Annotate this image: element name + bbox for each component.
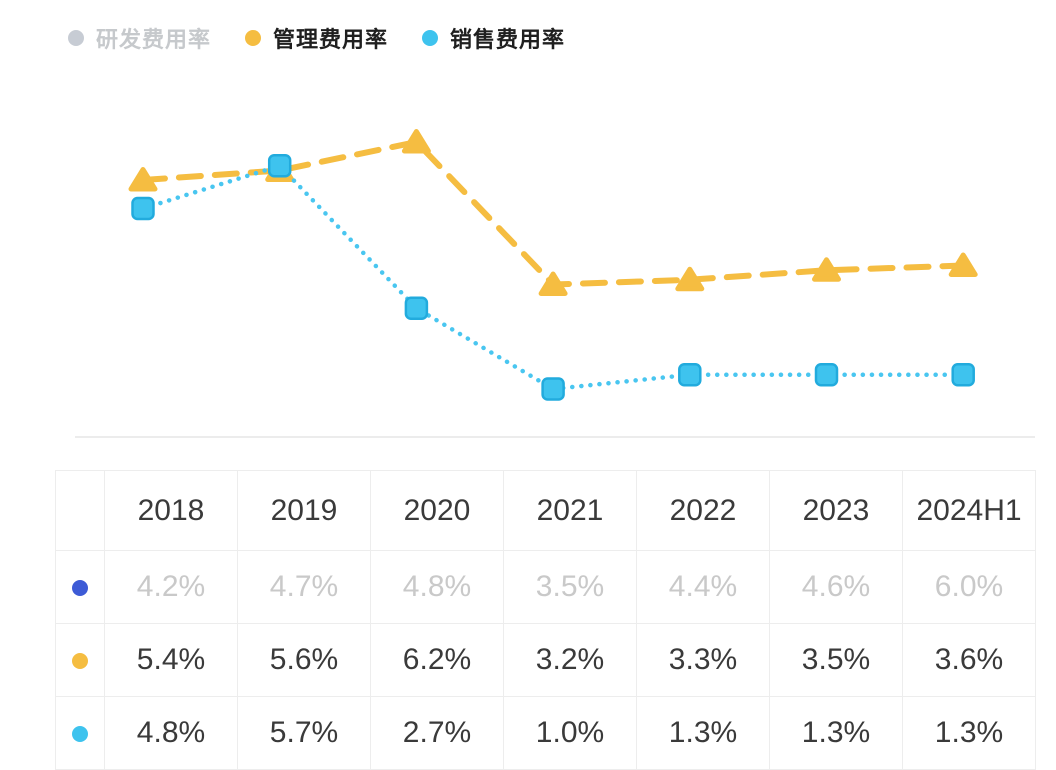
- legend-item-admin-expense-ratio[interactable]: 管理费用率: [245, 22, 388, 54]
- legend-swatch-selling-expense-ratio: [422, 30, 439, 46]
- cell-rd-expense-ratio-2024H1: 6.0%: [902, 550, 1036, 624]
- cell-admin-expense-ratio-2022: 3.3%: [636, 623, 770, 697]
- data-point-admin-expense-ratio-2021[interactable]: [538, 271, 568, 296]
- cell-rd-expense-ratio-2022: 4.4%: [636, 550, 770, 624]
- cell-admin-expense-ratio-2021: 3.2%: [503, 623, 637, 697]
- legend-label: 管理费用率: [273, 27, 389, 52]
- table-header-2022: 2022: [636, 470, 770, 551]
- legend-label: 销售费用率: [450, 27, 566, 52]
- expense-table: 2018 2019 2020 2021 2022 2023 2024H1 4.2% 4.7% 4…: [55, 470, 1036, 770]
- chart-legend: 研发费用率 管理费用率 销售费用率: [68, 22, 565, 54]
- legend-label: 研发费用率: [96, 27, 212, 52]
- cell-selling-expense-ratio-2018: 4.8%: [104, 696, 238, 770]
- cell-rd-expense-ratio-2023: 4.6%: [769, 550, 903, 624]
- table-row-rd-expense-ratio: 4.2% 4.7% 4.8% 3.5% 4.4% 4.6% 6.0%: [55, 550, 1036, 624]
- cell-selling-expense-ratio-2019: 5.7%: [237, 696, 371, 770]
- data-point-selling-expense-ratio-2023[interactable]: [814, 363, 839, 387]
- data-point-admin-expense-ratio-2022[interactable]: [675, 266, 705, 292]
- cell-selling-expense-ratio-2021: 1.0%: [503, 696, 637, 770]
- table-header-2024H1: 2024H1: [902, 470, 1036, 551]
- data-point-selling-expense-ratio-2021[interactable]: [541, 377, 565, 401]
- table-header-2023: 2023: [769, 470, 903, 551]
- marker-cell: [55, 550, 105, 624]
- table-row-selling-expense-ratio: 4.8% 5.7% 2.7% 1.0% 1.3% 1.3% 1.3%: [55, 696, 1036, 770]
- data-point-selling-expense-ratio-2020[interactable]: [404, 296, 429, 320]
- marker-cell: [55, 623, 105, 697]
- table-header-2018: 2018: [104, 470, 238, 551]
- table-row-admin-expense-ratio: 5.4% 5.6% 6.2% 3.2% 3.3% 3.5% 3.6%: [55, 623, 1036, 697]
- series-dot-admin-expense-ratio: [72, 653, 88, 670]
- legend-swatch-admin-expense-ratio: [245, 30, 262, 46]
- marker-cell: [55, 696, 105, 770]
- cell-selling-expense-ratio-2020: 2.7%: [370, 696, 504, 770]
- table-corner-cell: [55, 470, 105, 551]
- data-point-admin-expense-ratio-2024H1[interactable]: [948, 252, 978, 277]
- expense-table-wrap: 2018 2019 2020 2021 2022 2023 2024H1 4.2% 4.7% 4…: [55, 470, 1036, 770]
- table-header-2021: 2021: [503, 470, 637, 551]
- cell-selling-expense-ratio-2022: 1.3%: [636, 696, 770, 770]
- data-point-selling-expense-ratio-2024H1[interactable]: [951, 363, 975, 387]
- table-header-2019: 2019: [237, 470, 371, 551]
- data-point-selling-expense-ratio-2022[interactable]: [678, 363, 702, 387]
- data-point-selling-expense-ratio-2019[interactable]: [267, 154, 292, 178]
- legend-item-selling-expense-ratio[interactable]: 销售费用率: [422, 22, 565, 54]
- data-point-admin-expense-ratio-2020[interactable]: [401, 129, 431, 154]
- legend-swatch-rd-expense-ratio: [68, 30, 84, 46]
- cell-selling-expense-ratio-2023: 1.3%: [769, 696, 903, 770]
- cell-admin-expense-ratio-2024H1: 3.6%: [902, 623, 1036, 697]
- cell-admin-expense-ratio-2018: 5.4%: [104, 623, 238, 697]
- series-line-admin-expense-ratio: [140, 139, 967, 288]
- cell-admin-expense-ratio-2019: 5.6%: [237, 623, 371, 697]
- cell-selling-expense-ratio-2024H1: 1.3%: [902, 696, 1036, 770]
- cell-rd-expense-ratio-2018: 4.2%: [104, 550, 238, 624]
- data-point-selling-expense-ratio-2018[interactable]: [131, 196, 155, 221]
- cell-rd-expense-ratio-2021: 3.5%: [503, 550, 637, 624]
- cell-admin-expense-ratio-2020: 6.2%: [370, 623, 504, 697]
- table-body: 4.2% 4.7% 4.8% 3.5% 4.4% 4.6% 6.0% 5.4% 5.6% 6.2%…: [55, 550, 1036, 770]
- data-point-admin-expense-ratio-2023[interactable]: [812, 257, 841, 282]
- cell-rd-expense-ratio-2020: 4.8%: [370, 550, 504, 624]
- table-header: 2018 2019 2020 2021 2022 2023 2024H1: [55, 470, 1036, 551]
- legend-item-rd-expense-ratio[interactable]: 研发费用率: [68, 22, 211, 54]
- table-header-2020: 2020: [370, 470, 504, 551]
- table-header-row: 2018 2019 2020 2021 2022 2023 2024H1: [55, 470, 1036, 551]
- data-point-admin-expense-ratio-2018[interactable]: [128, 167, 158, 192]
- series-dot-selling-expense-ratio: [72, 726, 88, 743]
- expense-ratio-chart: [75, 129, 1035, 438]
- series-dot-rd-expense-ratio: [72, 580, 88, 597]
- cell-rd-expense-ratio-2019: 4.7%: [237, 550, 371, 624]
- cell-admin-expense-ratio-2023: 3.5%: [769, 623, 903, 697]
